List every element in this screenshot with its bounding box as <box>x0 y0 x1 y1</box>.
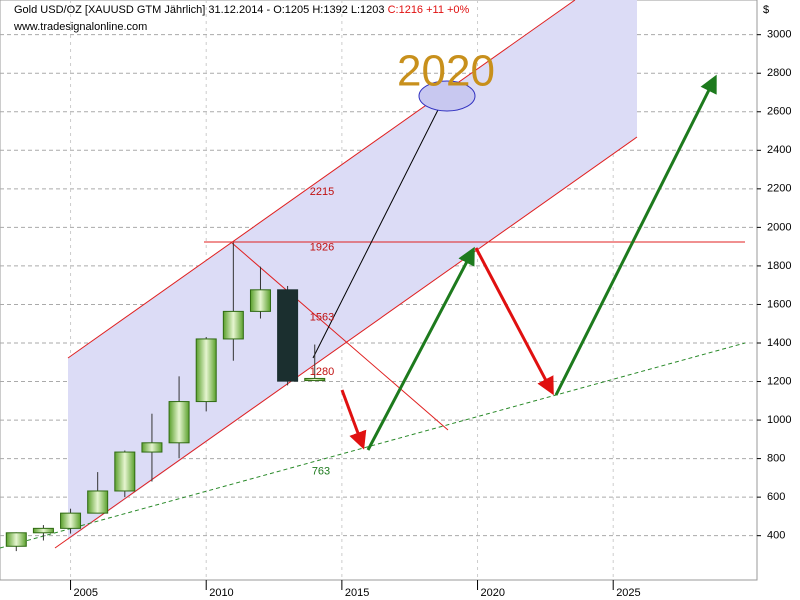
title-main: Gold USD/OZ [XAUUSD GTM Jährlich] 31.12.… <box>14 4 385 16</box>
candle-body <box>87 490 109 514</box>
x-tick-label: 2015 <box>345 587 369 599</box>
y-tick-label: 1200 <box>767 375 791 387</box>
y-tick-label: 1000 <box>767 414 791 426</box>
y-tick-label: 3000 <box>767 29 791 41</box>
up-arrow <box>554 74 717 396</box>
channel-upper <box>67 0 576 359</box>
candle-body <box>277 289 299 382</box>
y-tick-label: 1400 <box>767 337 791 349</box>
x-tick-label: 2020 <box>481 587 505 599</box>
y-tick-label: 2200 <box>767 183 791 195</box>
y-tick-label: 400 <box>767 530 785 542</box>
y-tick-label: 2600 <box>767 106 791 118</box>
channel-fill <box>68 0 637 540</box>
y-tick-label: 1600 <box>767 298 791 310</box>
source: www.tradesignalonline.com <box>13 21 147 33</box>
level-label: 1926 <box>310 242 334 254</box>
target-ellipse <box>418 80 476 112</box>
down-arrow <box>474 247 554 396</box>
target-label: 2020 <box>397 47 495 96</box>
y-tick-label: 800 <box>767 453 785 465</box>
trend-line <box>0 342 746 549</box>
candle-body <box>168 401 190 444</box>
title-change: C:1216 +11 +0% <box>388 4 470 16</box>
candle-body <box>222 310 244 340</box>
candle-body <box>114 451 136 492</box>
level-label: 763 <box>312 466 330 478</box>
y-tick-label: 2400 <box>767 144 791 156</box>
down-arrow <box>340 389 367 450</box>
y-tick-label: 2000 <box>767 221 791 233</box>
candle-body <box>5 532 27 547</box>
candle-body <box>195 338 217 403</box>
candle-body <box>32 527 54 534</box>
candles <box>5 242 326 552</box>
level-label: 1563 <box>310 311 334 323</box>
up-arrow <box>366 246 475 451</box>
level-label: 2215 <box>310 186 334 198</box>
candle-body <box>60 512 82 529</box>
candle-body <box>141 442 163 453</box>
x-tick-label: 2005 <box>74 587 98 599</box>
fib-line <box>231 242 449 431</box>
y-tick-label: 1800 <box>767 260 791 272</box>
chart-title: Gold USD/OZ [XAUUSD GTM Jährlich] 31.12.… <box>14 4 470 16</box>
y-unit: $ <box>763 4 769 16</box>
y-tick-label: 600 <box>767 491 785 503</box>
y-tick-label: 2800 <box>767 67 791 79</box>
x-tick-label: 2010 <box>209 587 233 599</box>
x-tick-label: 2025 <box>616 587 640 599</box>
candle-body <box>249 289 271 312</box>
level-label: 1280 <box>310 366 334 378</box>
target-arrow <box>312 92 447 359</box>
candle-body <box>304 377 326 382</box>
